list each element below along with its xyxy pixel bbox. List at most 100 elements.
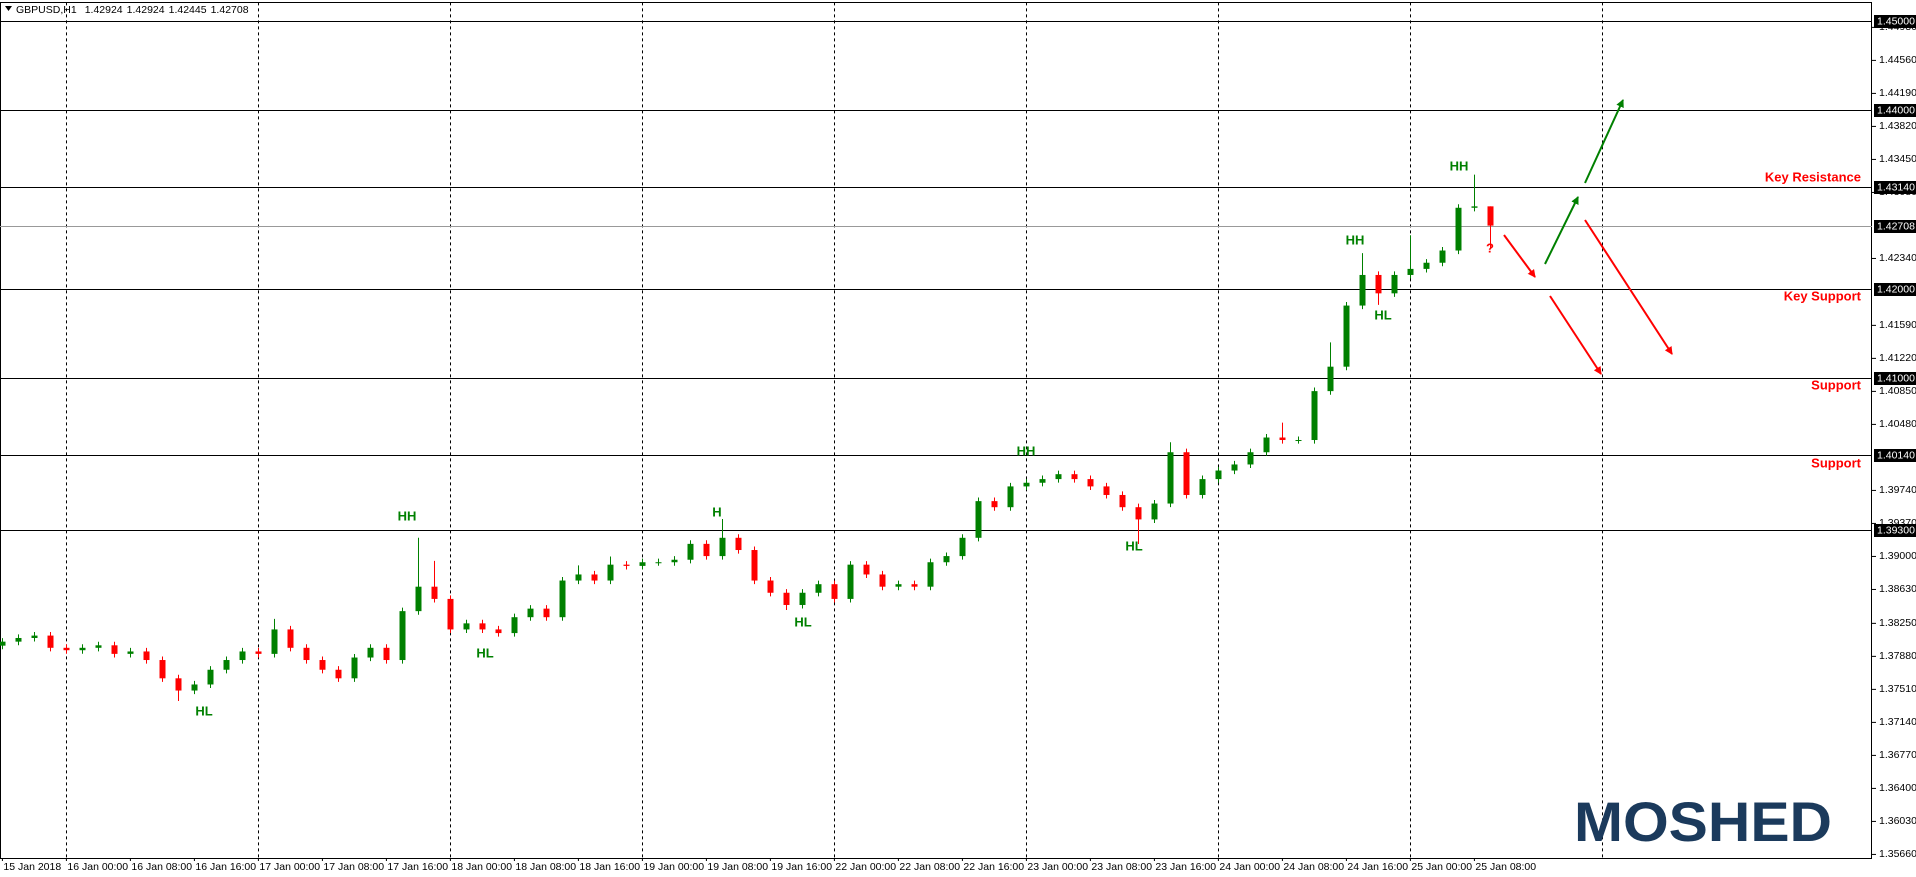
candle-body — [0, 641, 6, 646]
candle-body — [399, 611, 406, 661]
candle-body — [1407, 268, 1414, 275]
candle-body — [927, 562, 934, 587]
candle-body — [1055, 474, 1062, 480]
candle-body — [1375, 274, 1382, 294]
candle-body — [1023, 482, 1030, 487]
candle-body — [847, 564, 854, 599]
pattern-label: H — [712, 504, 721, 519]
candle-body — [303, 647, 310, 661]
candle-body — [127, 651, 134, 654]
candle-body — [287, 629, 294, 648]
candle-body — [639, 562, 646, 566]
y-tick-label: 1.41220 — [1879, 352, 1916, 364]
level-line-box — [1874, 283, 1916, 296]
pattern-label: HL — [476, 645, 493, 660]
candle-body — [95, 645, 102, 648]
candle-body — [671, 559, 678, 563]
level-line-box — [1874, 449, 1916, 462]
y-tick-label: 1.37510 — [1879, 683, 1916, 695]
candle-body — [815, 584, 822, 593]
candle-body — [79, 647, 86, 651]
y-tick-label: 1.40850 — [1879, 385, 1916, 397]
candle-body — [751, 550, 758, 581]
candle-body — [831, 584, 838, 599]
quote-value: 1.42445 — [169, 4, 207, 16]
level-line-label: 1.39300 — [1877, 524, 1915, 536]
level-line-label: 1.45000 — [1877, 15, 1915, 27]
candle-body — [1423, 262, 1430, 269]
y-tick-label: 1.37140 — [1879, 716, 1916, 728]
candle-body — [255, 651, 262, 654]
candle-body — [111, 645, 118, 654]
candle-body — [687, 543, 694, 560]
arrow — [1584, 99, 1624, 184]
level-line-box — [1874, 104, 1916, 117]
level-note: Support — [1811, 455, 1861, 470]
candle-body — [1263, 437, 1270, 453]
current-price-line-box — [1874, 220, 1916, 233]
candle-body — [591, 574, 598, 581]
candle-body — [1071, 474, 1078, 480]
candle-body — [607, 564, 614, 581]
candle-body — [319, 660, 326, 670]
y-tick-label: 1.39000 — [1879, 550, 1916, 562]
arrow — [1584, 219, 1673, 355]
y-tick-label: 1.38250 — [1879, 617, 1916, 629]
candle-body — [207, 669, 214, 685]
candle-body — [1439, 250, 1446, 263]
y-tick-label: 1.37880 — [1879, 650, 1916, 662]
x-tick-label: 18 Jan 16:00 — [579, 861, 640, 873]
candle-body — [911, 584, 918, 587]
candle-body — [1167, 452, 1174, 504]
candle-body — [223, 660, 230, 670]
x-tick-label: 24 Jan 08:00 — [1283, 861, 1344, 873]
level-note: Key Support — [1784, 288, 1862, 303]
x-tick-label: 19 Jan 16:00 — [771, 861, 832, 873]
candle-body — [1247, 452, 1254, 465]
quote-value: 1.42924 — [85, 4, 123, 16]
candle-body — [47, 635, 54, 648]
candle-body — [1119, 494, 1126, 508]
candle-body — [1007, 486, 1014, 508]
candle-body — [15, 637, 22, 642]
current-price-line-label: 1.42708 — [1877, 220, 1915, 232]
candle-body — [623, 564, 630, 566]
pattern-label: HL — [1374, 307, 1391, 322]
candle-body — [495, 629, 502, 634]
arrow — [1549, 295, 1602, 375]
candle-body — [527, 608, 534, 618]
candle-body — [271, 629, 278, 654]
menu-triangle — [5, 6, 12, 11]
candle-body — [863, 564, 870, 575]
level-note: Key Resistance — [1765, 169, 1861, 184]
candle-body — [367, 647, 374, 658]
level-line-box — [1874, 15, 1916, 28]
y-tick-label: 1.44560 — [1879, 54, 1916, 66]
y-tick-label: 1.44190 — [1879, 87, 1916, 99]
y-tick-label: 1.38630 — [1879, 583, 1916, 595]
candle-body — [415, 586, 422, 612]
x-tick-label: 23 Jan 16:00 — [1155, 861, 1216, 873]
x-tick-label: 16 Jan 00:00 — [67, 861, 128, 873]
x-tick-label: 19 Jan 08:00 — [707, 861, 768, 873]
candle-body — [1199, 479, 1206, 495]
candle-body — [335, 669, 342, 679]
candle-body — [879, 574, 886, 587]
candle-body — [239, 651, 246, 661]
x-tick-label: 17 Jan 16:00 — [387, 861, 448, 873]
candle-body — [1343, 305, 1350, 367]
candle-body — [943, 556, 950, 563]
x-tick-label: 23 Jan 08:00 — [1091, 861, 1152, 873]
candle-body — [1487, 206, 1494, 226]
level-line-box — [1874, 181, 1916, 194]
candle-body — [543, 608, 550, 618]
candle-body — [143, 651, 150, 661]
arrow — [1544, 196, 1579, 265]
candle-body — [1359, 274, 1366, 306]
candle-body — [1135, 507, 1142, 520]
x-tick-label: 16 Jan 08:00 — [131, 861, 192, 873]
x-tick-label: 17 Jan 00:00 — [259, 861, 320, 873]
candle-body — [159, 660, 166, 679]
y-tick-label: 1.43450 — [1879, 153, 1916, 165]
candle-body — [31, 635, 38, 638]
